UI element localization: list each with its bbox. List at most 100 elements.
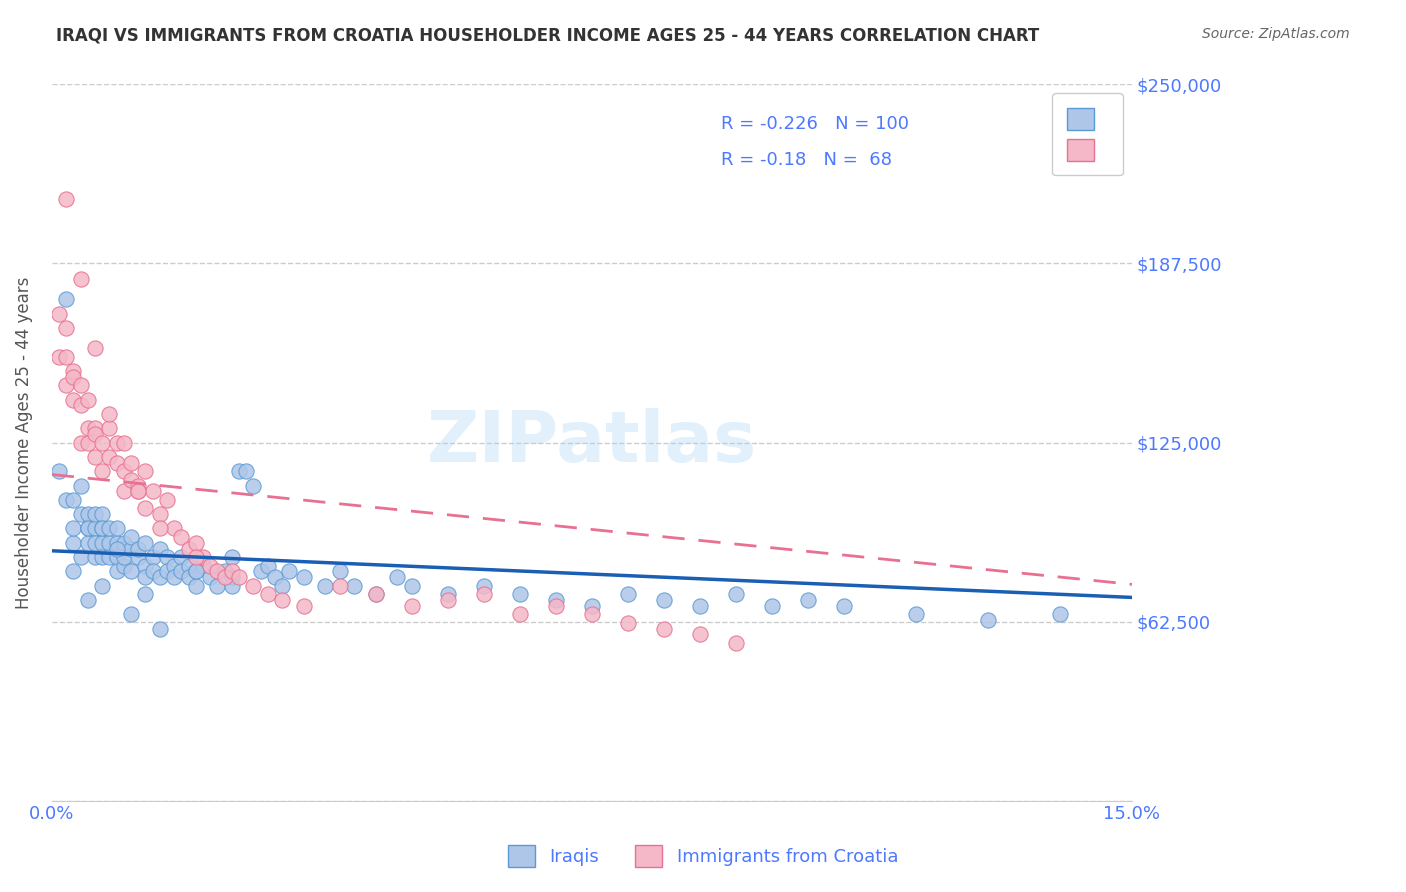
Point — [62, 369, 84, 384]
Point — [55, 293, 77, 307]
Point — [1049, 607, 1071, 622]
Point — [761, 599, 783, 613]
Point — [69, 272, 91, 286]
Point — [91, 435, 114, 450]
Point — [55, 492, 77, 507]
Point — [91, 550, 114, 565]
Point — [55, 321, 77, 335]
Point — [509, 587, 531, 601]
Point — [256, 587, 278, 601]
Point — [156, 565, 179, 579]
Point — [191, 558, 214, 573]
Point — [76, 435, 98, 450]
Point — [437, 587, 460, 601]
Point — [652, 622, 675, 636]
Point — [724, 636, 747, 650]
Point — [472, 587, 495, 601]
Point — [91, 507, 114, 521]
Point — [69, 478, 91, 492]
Point — [509, 607, 531, 622]
Point — [48, 464, 70, 478]
Point — [292, 599, 315, 613]
Point — [364, 587, 387, 601]
Point — [112, 435, 135, 450]
Point — [832, 599, 855, 613]
Point — [76, 593, 98, 607]
Point — [198, 558, 221, 573]
Point — [207, 579, 229, 593]
Point — [62, 392, 84, 407]
Point — [149, 507, 172, 521]
Point — [544, 593, 567, 607]
Point — [112, 536, 135, 550]
Point — [544, 599, 567, 613]
Legend: Iraqis, Immigrants from Croatia: Iraqis, Immigrants from Croatia — [501, 838, 905, 874]
Point — [401, 579, 423, 593]
Point — [127, 484, 149, 499]
Point — [84, 421, 107, 435]
Point — [120, 456, 142, 470]
Point — [401, 599, 423, 613]
Point — [689, 627, 711, 641]
Point — [84, 536, 107, 550]
Point — [105, 550, 128, 565]
Point — [98, 421, 121, 435]
Point — [105, 521, 128, 535]
Point — [112, 484, 135, 499]
Point — [207, 565, 229, 579]
Point — [76, 521, 98, 535]
Point — [84, 426, 107, 441]
Point — [105, 541, 128, 556]
Point — [156, 492, 179, 507]
Point — [55, 350, 77, 364]
Point — [48, 350, 70, 364]
Point — [112, 550, 135, 565]
Point — [242, 478, 264, 492]
Point — [105, 456, 128, 470]
Point — [134, 536, 156, 550]
Point — [76, 536, 98, 550]
Point — [249, 565, 271, 579]
Point — [214, 570, 236, 584]
Point — [177, 541, 200, 556]
Point — [69, 550, 91, 565]
Point — [149, 521, 172, 535]
Point — [278, 565, 301, 579]
Point — [191, 550, 214, 565]
Point — [904, 607, 927, 622]
Point — [156, 550, 179, 565]
Point — [228, 464, 250, 478]
Point — [177, 570, 200, 584]
Point — [120, 530, 142, 544]
Point — [69, 507, 91, 521]
Point — [170, 565, 193, 579]
Point — [98, 521, 121, 535]
Point — [329, 565, 352, 579]
Point — [142, 565, 165, 579]
Point — [472, 579, 495, 593]
Point — [76, 507, 98, 521]
Point — [98, 550, 121, 565]
Point — [69, 378, 91, 392]
Point — [581, 599, 603, 613]
Point — [437, 593, 460, 607]
Point — [314, 579, 336, 593]
Point — [91, 536, 114, 550]
Point — [98, 536, 121, 550]
Point — [292, 570, 315, 584]
Point — [149, 570, 172, 584]
Point — [977, 613, 1000, 627]
Point — [264, 570, 287, 584]
Point — [134, 558, 156, 573]
Point — [271, 579, 294, 593]
Point — [105, 536, 128, 550]
Point — [98, 407, 121, 421]
Point — [689, 599, 711, 613]
Point — [112, 558, 135, 573]
Point — [98, 450, 121, 464]
Point — [134, 501, 156, 516]
Point — [617, 615, 640, 630]
Point — [91, 464, 114, 478]
Point — [120, 607, 142, 622]
Point — [62, 521, 84, 535]
